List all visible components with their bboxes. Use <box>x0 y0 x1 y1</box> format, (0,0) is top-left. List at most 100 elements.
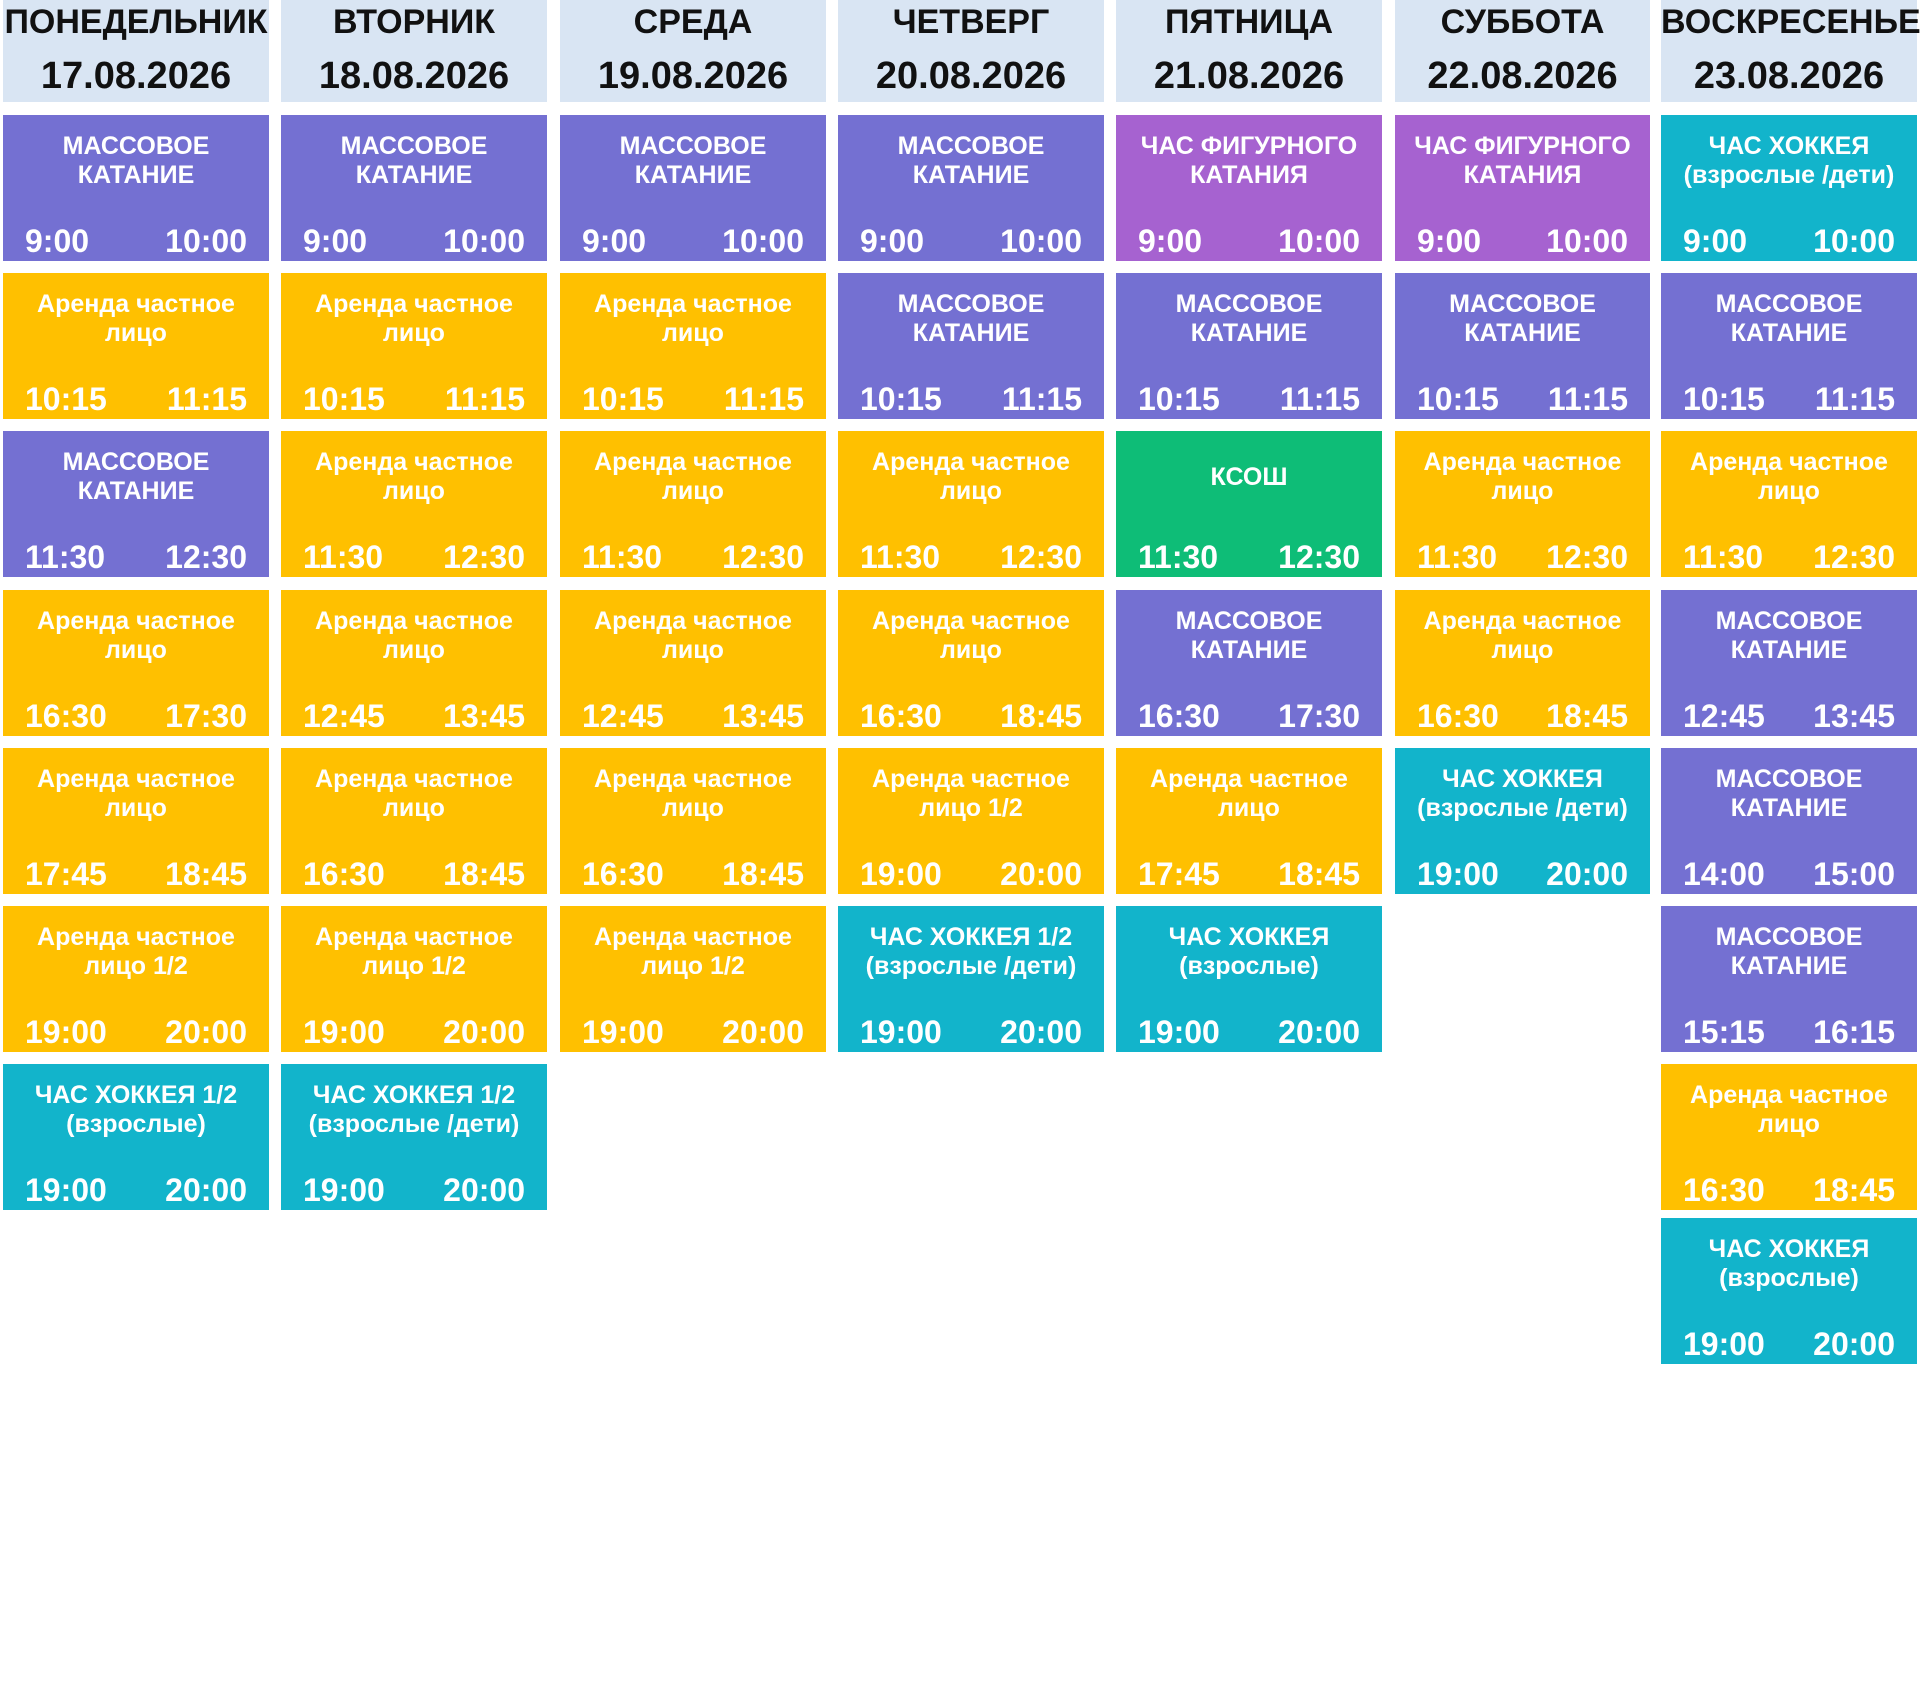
schedule-slot[interactable]: Аренда частное лицо 1/2 19:00 20:00 <box>560 906 826 1052</box>
schedule-slot[interactable]: Аренда частное лицо 17:45 18:45 <box>3 748 269 894</box>
slot-start-time: 11:30 <box>1683 539 1764 575</box>
schedule-slot[interactable]: Аренда частное лицо 12:45 13:45 <box>281 590 547 736</box>
schedule-slot[interactable]: МАССОВОЕ КАТАНИЕ 9:00 10:00 <box>281 115 547 261</box>
slot-title: Аренда частное лицо <box>594 290 792 347</box>
schedule-slot[interactable]: Аренда частное лицо 10:15 11:15 <box>560 273 826 419</box>
day-header: ВТОРНИК 18.08.2026 <box>281 0 547 102</box>
slot-start-time: 10:15 <box>582 381 664 417</box>
slot-end-time: 20:00 <box>1813 1326 1895 1362</box>
schedule-slot[interactable]: Аренда частное лицо 16:30 18:45 <box>560 748 826 894</box>
slot-title: ЧАС ФИГУРНОГО КАТАНИЯ <box>1414 132 1631 189</box>
schedule-slot[interactable]: МАССОВОЕ КАТАНИЕ 9:00 10:00 <box>3 115 269 261</box>
day-date: 23.08.2026 <box>1693 55 1885 97</box>
schedule-slot[interactable]: ЧАС ХОККЕЯ (взрослые) 19:00 20:00 <box>1661 1218 1917 1364</box>
schedule-slot[interactable]: МАССОВОЕ КАТАНИЕ 11:30 12:30 <box>3 431 269 577</box>
slot-start-time: 12:45 <box>1683 698 1765 734</box>
slot-end-time: 20:00 <box>443 1014 525 1050</box>
slot-end-time: 13:45 <box>722 698 804 734</box>
schedule-slot[interactable]: МАССОВОЕ КАТАНИЕ 10:15 11:15 <box>1116 273 1382 419</box>
schedule-slot[interactable]: ЧАС ФИГУРНОГО КАТАНИЯ 9:00 10:00 <box>1116 115 1382 261</box>
slot-title: Аренда частное лицо <box>594 765 792 822</box>
schedule-slot[interactable]: МАССОВОЕ КАТАНИЕ 9:00 10:00 <box>838 115 1104 261</box>
schedule-slot[interactable]: КСОШ 11:30 12:30 <box>1116 431 1382 577</box>
slot-start-time: 9:00 <box>1138 223 1203 259</box>
slot-title: Аренда частное лицо <box>872 448 1070 505</box>
slot-title: Аренда частное лицо <box>594 448 792 505</box>
day-date: 18.08.2026 <box>318 55 510 97</box>
slot-start-time: 12:45 <box>303 698 385 734</box>
slot-title: ЧАС ХОККЕЯ (взрослые) <box>1708 1235 1870 1292</box>
schedule-slot[interactable]: МАССОВОЕ КАТАНИЕ 10:15 11:15 <box>838 273 1104 419</box>
day-name: ЧЕТВЕРГ <box>892 3 1050 41</box>
schedule-slot[interactable]: Аренда частное лицо 16:30 18:45 <box>838 590 1104 736</box>
schedule-slot[interactable]: МАССОВОЕ КАТАНИЕ 10:15 11:15 <box>1395 273 1650 419</box>
schedule-slot[interactable]: МАССОВОЕ КАТАНИЕ 9:00 10:00 <box>560 115 826 261</box>
slot-start-time: 9:00 <box>860 223 925 259</box>
slot-title: Аренда частное лицо 1/2 <box>594 923 792 980</box>
slot-start-time: 17:45 <box>1138 856 1220 892</box>
slot-end-time: 17:30 <box>165 698 247 734</box>
schedule-slot[interactable]: Аренда частное лицо 1/2 19:00 20:00 <box>3 906 269 1052</box>
schedule-slot[interactable]: Аренда частное лицо 16:30 18:45 <box>1395 590 1650 736</box>
day-name: ПОНЕДЕЛЬНИК <box>4 3 268 41</box>
slot-title: Аренда частное лицо <box>872 607 1070 664</box>
slot-title: Аренда частное лицо <box>315 765 513 822</box>
schedule-slot[interactable]: ЧАС ХОККЕЯ (взрослые /дети) 19:00 20:00 <box>1395 748 1650 894</box>
slot-end-time: 18:45 <box>1546 698 1628 734</box>
schedule-slot[interactable]: Аренда частное лицо 1/2 19:00 20:00 <box>838 748 1104 894</box>
schedule-slot[interactable]: МАССОВОЕ КАТАНИЕ 10:15 11:15 <box>1661 273 1917 419</box>
schedule-slot[interactable]: Аренда частное лицо 10:15 11:15 <box>3 273 269 419</box>
slot-end-time: 20:00 <box>722 1014 804 1050</box>
schedule-slot[interactable]: ЧАС ХОККЕЯ 1/2 (взрослые /дети) 19:00 20:0… <box>281 1064 547 1210</box>
slot-end-time: 20:00 <box>1000 856 1082 892</box>
slot-title: МАССОВОЕ КАТАНИЕ <box>1715 290 1863 347</box>
slot-start-time: 19:00 <box>582 1014 664 1050</box>
schedule-slot[interactable]: МАССОВОЕ КАТАНИЕ 15:15 16:15 <box>1661 906 1917 1052</box>
slot-title: МАССОВОЕ КАТАНИЕ <box>1715 765 1863 822</box>
slot-start-time: 10:15 <box>1683 381 1765 417</box>
slot-title: Аренда частное лицо <box>315 290 513 347</box>
schedule-slot[interactable]: Аренда частное лицо 11:30 12:30 <box>838 431 1104 577</box>
schedule-slot[interactable]: ЧАС ХОККЕЯ (взрослые) 19:00 20:00 <box>1116 906 1382 1052</box>
slot-end-time: 20:00 <box>1546 856 1628 892</box>
slot-title: Аренда частное лицо <box>315 607 513 664</box>
slot-end-time: 12:30 <box>1278 539 1360 575</box>
schedule-slot[interactable]: Аренда частное лицо 16:30 18:45 <box>281 748 547 894</box>
schedule-slot[interactable]: МАССОВОЕ КАТАНИЕ 14:00 15:00 <box>1661 748 1917 894</box>
schedule-slot[interactable]: Аренда частное лицо 17:45 18:45 <box>1116 748 1382 894</box>
schedule-slot[interactable]: МАССОВОЕ КАТАНИЕ 16:30 17:30 <box>1116 590 1382 736</box>
slot-start-time: 10:15 <box>25 381 107 417</box>
schedule-slot[interactable]: ЧАС ХОККЕЯ 1/2 (взрослые /дети) 19:00 20:0… <box>838 906 1104 1052</box>
schedule-slot[interactable]: ЧАС ХОККЕЯ (взрослые /дети) 9:00 10:00 <box>1661 115 1917 261</box>
slot-start-time: 14:00 <box>1683 856 1765 892</box>
slot-start-time: 16:30 <box>860 698 942 734</box>
slot-title: МАССОВОЕ КАТАНИЕ <box>1175 290 1323 347</box>
schedule-slot[interactable]: Аренда частное лицо 12:45 13:45 <box>560 590 826 736</box>
slot-end-time: 18:45 <box>165 856 247 892</box>
slot-end-time: 10:00 <box>1000 223 1082 259</box>
schedule-slot[interactable]: Аренда частное лицо 16:30 17:30 <box>3 590 269 736</box>
slot-end-time: 11:15 <box>166 381 247 417</box>
slot-start-time: 9:00 <box>303 223 368 259</box>
schedule-slot[interactable]: Аренда частное лицо 11:30 12:30 <box>560 431 826 577</box>
slot-end-time: 11:15 <box>1001 381 1082 417</box>
slot-start-time: 11:30 <box>860 539 941 575</box>
schedule-slot[interactable]: Аренда частное лицо 11:30 12:30 <box>1395 431 1650 577</box>
schedule-slot[interactable]: Аренда частное лицо 11:30 12:30 <box>281 431 547 577</box>
schedule-slot[interactable]: Аренда частное лицо 10:15 11:15 <box>281 273 547 419</box>
schedule-slot[interactable]: ЧАС ХОККЕЯ 1/2 (взрослые) 19:00 20:00 <box>3 1064 269 1210</box>
slot-end-time: 10:00 <box>722 223 804 259</box>
slot-end-time: 10:00 <box>443 223 525 259</box>
slot-end-time: 17:30 <box>1278 698 1360 734</box>
schedule-slot[interactable]: Аренда частное лицо 1/2 19:00 20:00 <box>281 906 547 1052</box>
slot-start-time: 9:00 <box>1683 223 1748 259</box>
slot-title: Аренда частное лицо <box>1150 765 1348 822</box>
schedule-slot[interactable]: Аренда частное лицо 11:30 12:30 <box>1661 431 1917 577</box>
schedule-slot[interactable]: ЧАС ФИГУРНОГО КАТАНИЯ 9:00 10:00 <box>1395 115 1650 261</box>
slot-start-time: 12:45 <box>582 698 664 734</box>
schedule-slot[interactable]: МАССОВОЕ КАТАНИЕ 12:45 13:45 <box>1661 590 1917 736</box>
slot-title: МАССОВОЕ КАТАНИЕ <box>619 132 767 189</box>
schedule-slot[interactable]: Аренда частное лицо 16:30 18:45 <box>1661 1064 1917 1210</box>
slot-end-time: 11:15 <box>1814 381 1895 417</box>
